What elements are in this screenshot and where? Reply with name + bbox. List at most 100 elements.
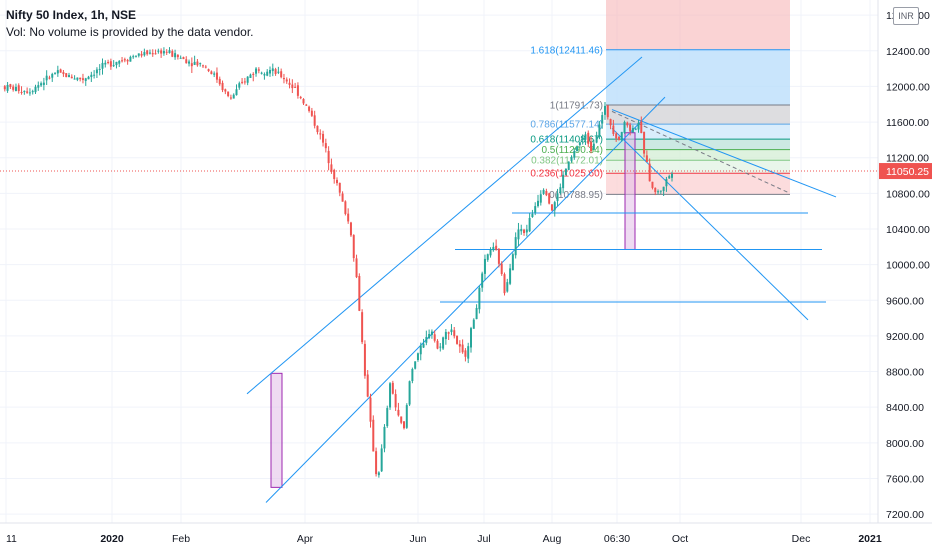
candle-body <box>590 141 593 151</box>
candle-body <box>310 110 313 116</box>
symbol-title[interactable]: Nifty 50 Index, 1h, NSE <box>6 8 137 22</box>
candle-body <box>668 176 671 179</box>
candle-body <box>190 63 193 67</box>
time-tick-label: 2020 <box>100 533 124 545</box>
candle-body <box>115 61 118 66</box>
price-tick-label: 10400.00 <box>886 224 930 236</box>
candle-body <box>456 335 459 344</box>
candle-body <box>188 61 191 64</box>
candle-body <box>246 76 249 83</box>
candle-body <box>17 85 20 92</box>
price-tick-label: 8000.00 <box>886 438 924 450</box>
candle-body <box>333 169 336 180</box>
candle-body <box>165 51 168 53</box>
candle-body <box>626 122 629 126</box>
candle-body <box>640 121 643 134</box>
candle-body <box>570 156 573 161</box>
candle-body <box>355 258 358 278</box>
candle-body <box>101 62 104 69</box>
price-tick-label: 10000.00 <box>886 260 930 272</box>
candle-body <box>56 70 59 74</box>
candle-body <box>428 333 431 339</box>
candle-body <box>260 72 263 74</box>
candle-body <box>294 86 297 88</box>
candle-body <box>59 69 62 73</box>
candle-body <box>525 229 528 233</box>
price-tick-label: 9600.00 <box>886 295 924 307</box>
candle-body <box>531 213 534 218</box>
candle-body <box>210 71 213 75</box>
candle-body <box>48 77 51 79</box>
currency-badge[interactable]: INR <box>893 7 919 25</box>
candle-body <box>581 137 584 140</box>
candle-body <box>564 168 567 175</box>
candle-body <box>54 73 57 75</box>
candle-body <box>252 73 255 75</box>
candle-body <box>26 91 29 93</box>
candle-body <box>199 63 202 65</box>
candle-body <box>185 59 188 64</box>
last-price-label: 11050.25 <box>886 166 929 178</box>
candle-body <box>313 115 316 126</box>
highlight-boxes[interactable] <box>270 132 636 488</box>
candle-body <box>84 78 87 81</box>
price-tick-label: 12000.00 <box>886 81 930 93</box>
candle-body <box>151 53 154 55</box>
candle-body <box>76 77 79 80</box>
candle-body <box>135 56 137 58</box>
candle-body <box>587 132 590 144</box>
candle-body <box>352 235 355 259</box>
candle-body <box>157 50 160 52</box>
candle-body <box>202 65 204 67</box>
candle-body <box>416 353 419 361</box>
candle-body <box>514 237 517 256</box>
candle-body <box>31 91 34 93</box>
candle-body <box>171 51 174 57</box>
candle-body <box>207 69 210 72</box>
candle-body <box>338 182 341 193</box>
candle-body <box>623 121 626 133</box>
candle-body <box>657 191 660 193</box>
price-tick-label: 9200.00 <box>886 331 924 343</box>
candle-body <box>453 330 456 337</box>
candle-body <box>358 275 361 311</box>
candle-body <box>539 194 542 203</box>
candle-body <box>419 345 422 355</box>
trend-line <box>611 109 837 198</box>
time-axis[interactable]: 11 2020 Feb Apr Jun Jul Aug 06:30 Oct Dec 2021 <box>0 522 932 550</box>
candle-body <box>380 448 383 472</box>
fib-trend-line <box>611 110 791 194</box>
fib-level-label: 0.618(11408.67) <box>530 135 603 146</box>
candle-body <box>637 123 640 130</box>
candle-body <box>578 142 581 146</box>
candle-body <box>545 191 548 196</box>
candle-body <box>369 397 372 422</box>
trend-line <box>246 56 643 395</box>
candle-body <box>107 61 110 63</box>
candle-body <box>121 60 124 62</box>
price-axis[interactable]: 7200.00 7600.00 8000.00 8400.00 8800.00 9200.… <box>877 0 932 550</box>
candle-body <box>257 69 260 71</box>
time-axis-background <box>0 523 932 550</box>
candle-body <box>282 78 285 80</box>
candle-body <box>277 71 280 73</box>
candle-body <box>467 346 470 359</box>
candle-body <box>93 74 96 76</box>
candle-body <box>662 186 665 191</box>
candle-body <box>620 131 623 141</box>
candle-body <box>98 68 101 70</box>
candle-body <box>386 408 389 427</box>
candle-body <box>609 119 612 126</box>
candle-body <box>179 57 182 59</box>
candle-body <box>481 273 484 288</box>
fib-zone <box>606 149 790 161</box>
fib-zone <box>606 139 790 150</box>
candle-body <box>665 179 668 187</box>
candle-body <box>196 61 199 66</box>
candle-body <box>654 187 657 193</box>
candle-body <box>439 346 442 348</box>
candle-body <box>204 66 207 68</box>
candles <box>3 47 673 478</box>
fib-zone <box>606 160 790 174</box>
